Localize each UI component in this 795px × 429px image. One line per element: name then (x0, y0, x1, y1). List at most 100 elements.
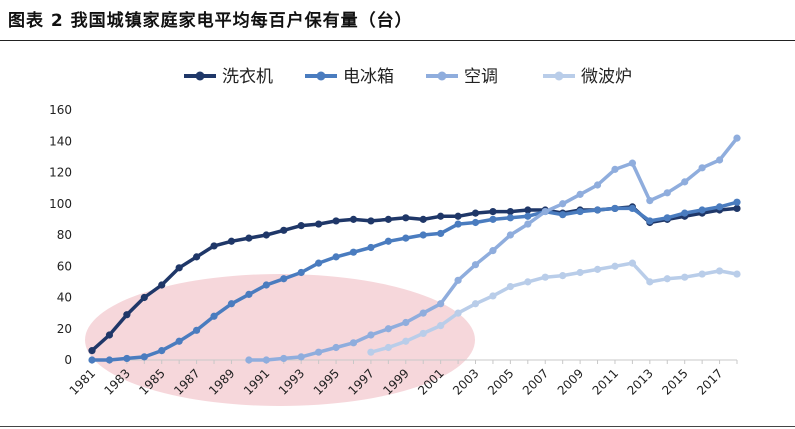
data-point-fridge (227, 300, 236, 308)
data-point-fridge (489, 215, 497, 223)
data-point-ac (262, 356, 270, 364)
y-tick-label: 0 (64, 353, 72, 367)
data-point-washer (315, 220, 323, 228)
data-point-fridge (123, 354, 131, 363)
data-point-washer (437, 212, 445, 220)
data-point-fridge (402, 234, 410, 242)
data-point-microwave (437, 322, 445, 330)
series-washer (88, 203, 741, 355)
data-point-fridge (593, 206, 602, 214)
data-point-ac (437, 300, 445, 308)
x-tick-label: 2015 (659, 366, 690, 397)
data-point-ac (559, 200, 567, 208)
highlight-ellipse (85, 274, 475, 406)
data-point-washer (524, 206, 532, 214)
data-point-fridge (576, 207, 584, 216)
data-point-fridge (367, 243, 375, 252)
y-tick-label: 60 (57, 259, 72, 273)
data-point-ac (489, 247, 497, 255)
legend-item-ac: 空调 (426, 67, 498, 87)
data-point-washer (332, 217, 340, 225)
data-point-microwave (471, 300, 480, 308)
data-point-fridge (471, 218, 480, 227)
data-point-ac (349, 339, 358, 347)
data-point-fridge (611, 204, 619, 213)
data-point-fridge (559, 211, 567, 219)
data-point-fridge (733, 198, 741, 206)
data-point-fridge (105, 356, 114, 364)
data-point-microwave (628, 259, 637, 267)
data-point-fridge (454, 220, 462, 228)
data-point-ac (715, 156, 724, 164)
data-point-fridge (245, 290, 253, 298)
data-point-fridge (262, 281, 270, 289)
data-point-microwave (367, 348, 375, 356)
data-point-fridge (332, 253, 340, 261)
data-point-ac (628, 159, 637, 167)
data-point-washer (349, 215, 358, 223)
data-point-fridge (524, 212, 532, 220)
x-tick-label: 2011 (590, 366, 621, 397)
legend-item-microwave: 微波炉 (543, 67, 632, 87)
data-point-fridge (297, 268, 305, 277)
data-point-microwave (646, 278, 654, 286)
data-point-washer (158, 281, 166, 289)
bottom-rule (0, 426, 795, 427)
y-tick-label: 160 (49, 103, 72, 117)
data-point-fridge (210, 312, 218, 320)
data-point-microwave (576, 268, 584, 277)
data-point-washer (210, 242, 218, 250)
data-point-ac (245, 356, 253, 364)
data-point-fridge (140, 353, 148, 361)
data-point-microwave (715, 267, 724, 275)
data-point-washer (402, 214, 410, 222)
x-tick-label: 2005 (485, 366, 516, 397)
x-tick-label: 2007 (520, 366, 551, 397)
data-point-microwave (506, 282, 514, 291)
data-point-washer (175, 264, 183, 272)
data-point-microwave (611, 262, 619, 270)
data-point-fridge (628, 204, 637, 213)
y-tick-label: 120 (49, 166, 72, 180)
legend-swatch-marker (554, 71, 564, 81)
data-point-ac (506, 231, 514, 239)
data-point-washer (297, 222, 305, 230)
data-point-ac (402, 318, 410, 327)
data-point-washer (105, 331, 114, 339)
data-point-microwave (541, 273, 549, 281)
data-point-ac (332, 343, 340, 352)
y-tick-label: 80 (57, 228, 72, 242)
series-line-microwave (370, 261, 738, 354)
data-point-washer (471, 209, 480, 217)
data-point-ac (663, 189, 671, 197)
data-point-microwave (681, 273, 689, 281)
data-point-fridge (681, 209, 689, 217)
top-rule (0, 40, 795, 41)
data-point-washer (262, 231, 270, 239)
data-point-ac (384, 325, 392, 333)
data-point-washer (88, 347, 96, 355)
x-tick-label: 1981 (67, 366, 98, 397)
data-point-microwave (402, 337, 410, 345)
y-tick-label: 140 (49, 134, 72, 148)
x-tick-label: 2013 (624, 366, 655, 397)
data-point-microwave (524, 278, 532, 286)
legend-label: 微波炉 (581, 67, 632, 87)
data-point-ac (471, 261, 480, 269)
data-point-ac (698, 164, 706, 172)
data-point-ac (576, 190, 584, 198)
data-point-fridge (280, 275, 288, 283)
data-point-fridge (419, 231, 427, 239)
data-point-fridge (384, 237, 392, 245)
data-point-microwave (593, 265, 602, 273)
data-point-fridge (315, 259, 323, 267)
y-tick-label: 20 (57, 322, 72, 336)
data-point-fridge (506, 214, 514, 222)
data-point-ac (646, 197, 654, 205)
data-point-ac (315, 348, 323, 356)
data-point-microwave (698, 270, 706, 278)
data-point-microwave (489, 292, 497, 300)
data-point-washer (227, 237, 236, 245)
data-point-fridge (437, 229, 445, 238)
